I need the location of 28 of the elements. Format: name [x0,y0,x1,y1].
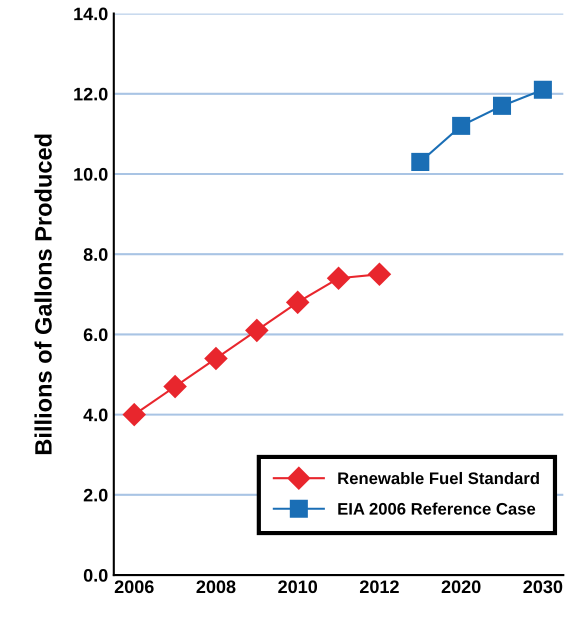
x-tick-label: 2008 [196,580,236,594]
y-tick-label: 10.0 [74,168,108,181]
x-tick-label: 2010 [278,580,318,594]
y-tick-label: 2.0 [84,488,108,502]
point [534,80,552,99]
y-tick-label: 4.0 [83,408,108,422]
y-axis-title: Billions of Gallons Produced [34,134,52,454]
y-tick-label: 12.0 [74,88,108,101]
legend-label: EIA 2006 Reference Case [338,502,536,515]
legend-label: Renewable Fuel Standard [338,472,539,484]
x-tick-label: 2020 [442,580,480,594]
point [204,346,228,370]
point [368,262,391,286]
point [327,266,350,290]
point [245,318,268,342]
point [122,403,146,426]
point [452,116,470,135]
x-tick-label: 2012 [360,580,399,594]
point [164,375,187,398]
x-tick-label: 2030 [523,580,562,594]
y-tick-label: 0.0 [84,568,108,582]
y-tick-label: 14.0 [74,8,108,20]
y-tick-label: 8.0 [84,248,108,261]
y-tick-label: 6.0 [84,328,108,342]
point [411,152,430,171]
point [286,290,310,314]
point [492,96,512,115]
x-tick-label: 2006 [114,580,154,594]
